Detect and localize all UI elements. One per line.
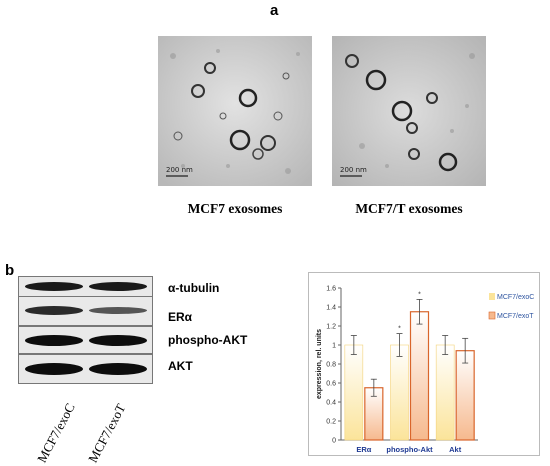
blot-tubulin	[18, 276, 153, 297]
y-tick-label: 1.4	[326, 305, 336, 312]
blot-label-er-alpha: ERα	[168, 310, 193, 324]
y-tick-label: 1.6	[326, 286, 336, 293]
band	[89, 307, 147, 314]
band	[89, 363, 147, 375]
panel-a-label: a	[270, 2, 279, 19]
caption-mcf7t: MCF7/T exosomes	[355, 201, 463, 216]
legend-swatch	[489, 293, 495, 300]
legend-label: MCF7/exoC	[497, 294, 534, 301]
band	[25, 335, 83, 346]
category-label: Akt	[449, 445, 462, 454]
blot-label-tubulin: α-tubulin	[168, 281, 220, 295]
category-label: ERα	[356, 445, 371, 454]
em-image-mcf7t: 200 nm	[332, 36, 486, 186]
band	[25, 363, 83, 375]
bar	[390, 344, 409, 441]
significance-marker: *	[398, 326, 401, 333]
category-label: phospho-Akt	[386, 445, 433, 454]
expression-bar-chart: 0 0.2 0.4 0.6 0.8 1 1.2 1.4 1.6 expression, rel. …	[308, 272, 540, 456]
y-tick-label: 1	[332, 343, 336, 350]
bar	[409, 311, 430, 441]
bar	[455, 350, 475, 441]
blot-er-alpha	[18, 296, 153, 326]
scale-bar-label: 200 nm	[166, 166, 193, 174]
blot-label-phospho-akt: phospho-AKT	[168, 333, 248, 347]
bar	[435, 344, 455, 441]
band	[89, 335, 147, 346]
caption-mcf7: MCF7 exosomes	[187, 201, 283, 216]
lane-label-exoc: MCF7/exoC	[34, 400, 78, 466]
legend-swatch	[488, 311, 496, 320]
bar	[344, 344, 364, 441]
y-tick-label: 1.2	[326, 324, 336, 331]
y-axis-label: expression, rel. units	[316, 329, 323, 399]
y-tick-label: 0.2	[326, 419, 336, 426]
legend-label: MCF7/exoT	[497, 313, 534, 320]
band	[89, 282, 147, 291]
blot-akt	[18, 354, 153, 384]
y-tick-label: 0.4	[326, 400, 336, 407]
y-tick-label: 0.8	[326, 362, 336, 369]
band	[25, 306, 83, 315]
significance-marker: *	[418, 291, 421, 298]
scale-bar-label: 200 nm	[340, 166, 367, 174]
lane-label-exot: MCF7/exoT	[85, 401, 129, 466]
band	[25, 282, 83, 291]
blot-phospho-akt	[18, 326, 153, 354]
panel-b-label: b	[5, 262, 15, 279]
em-image-mcf7: 200 nm	[158, 36, 312, 186]
y-tick-label: 0.6	[326, 381, 336, 388]
y-tick-label: 0	[332, 438, 336, 445]
blot-label-akt: AKT	[168, 359, 193, 373]
